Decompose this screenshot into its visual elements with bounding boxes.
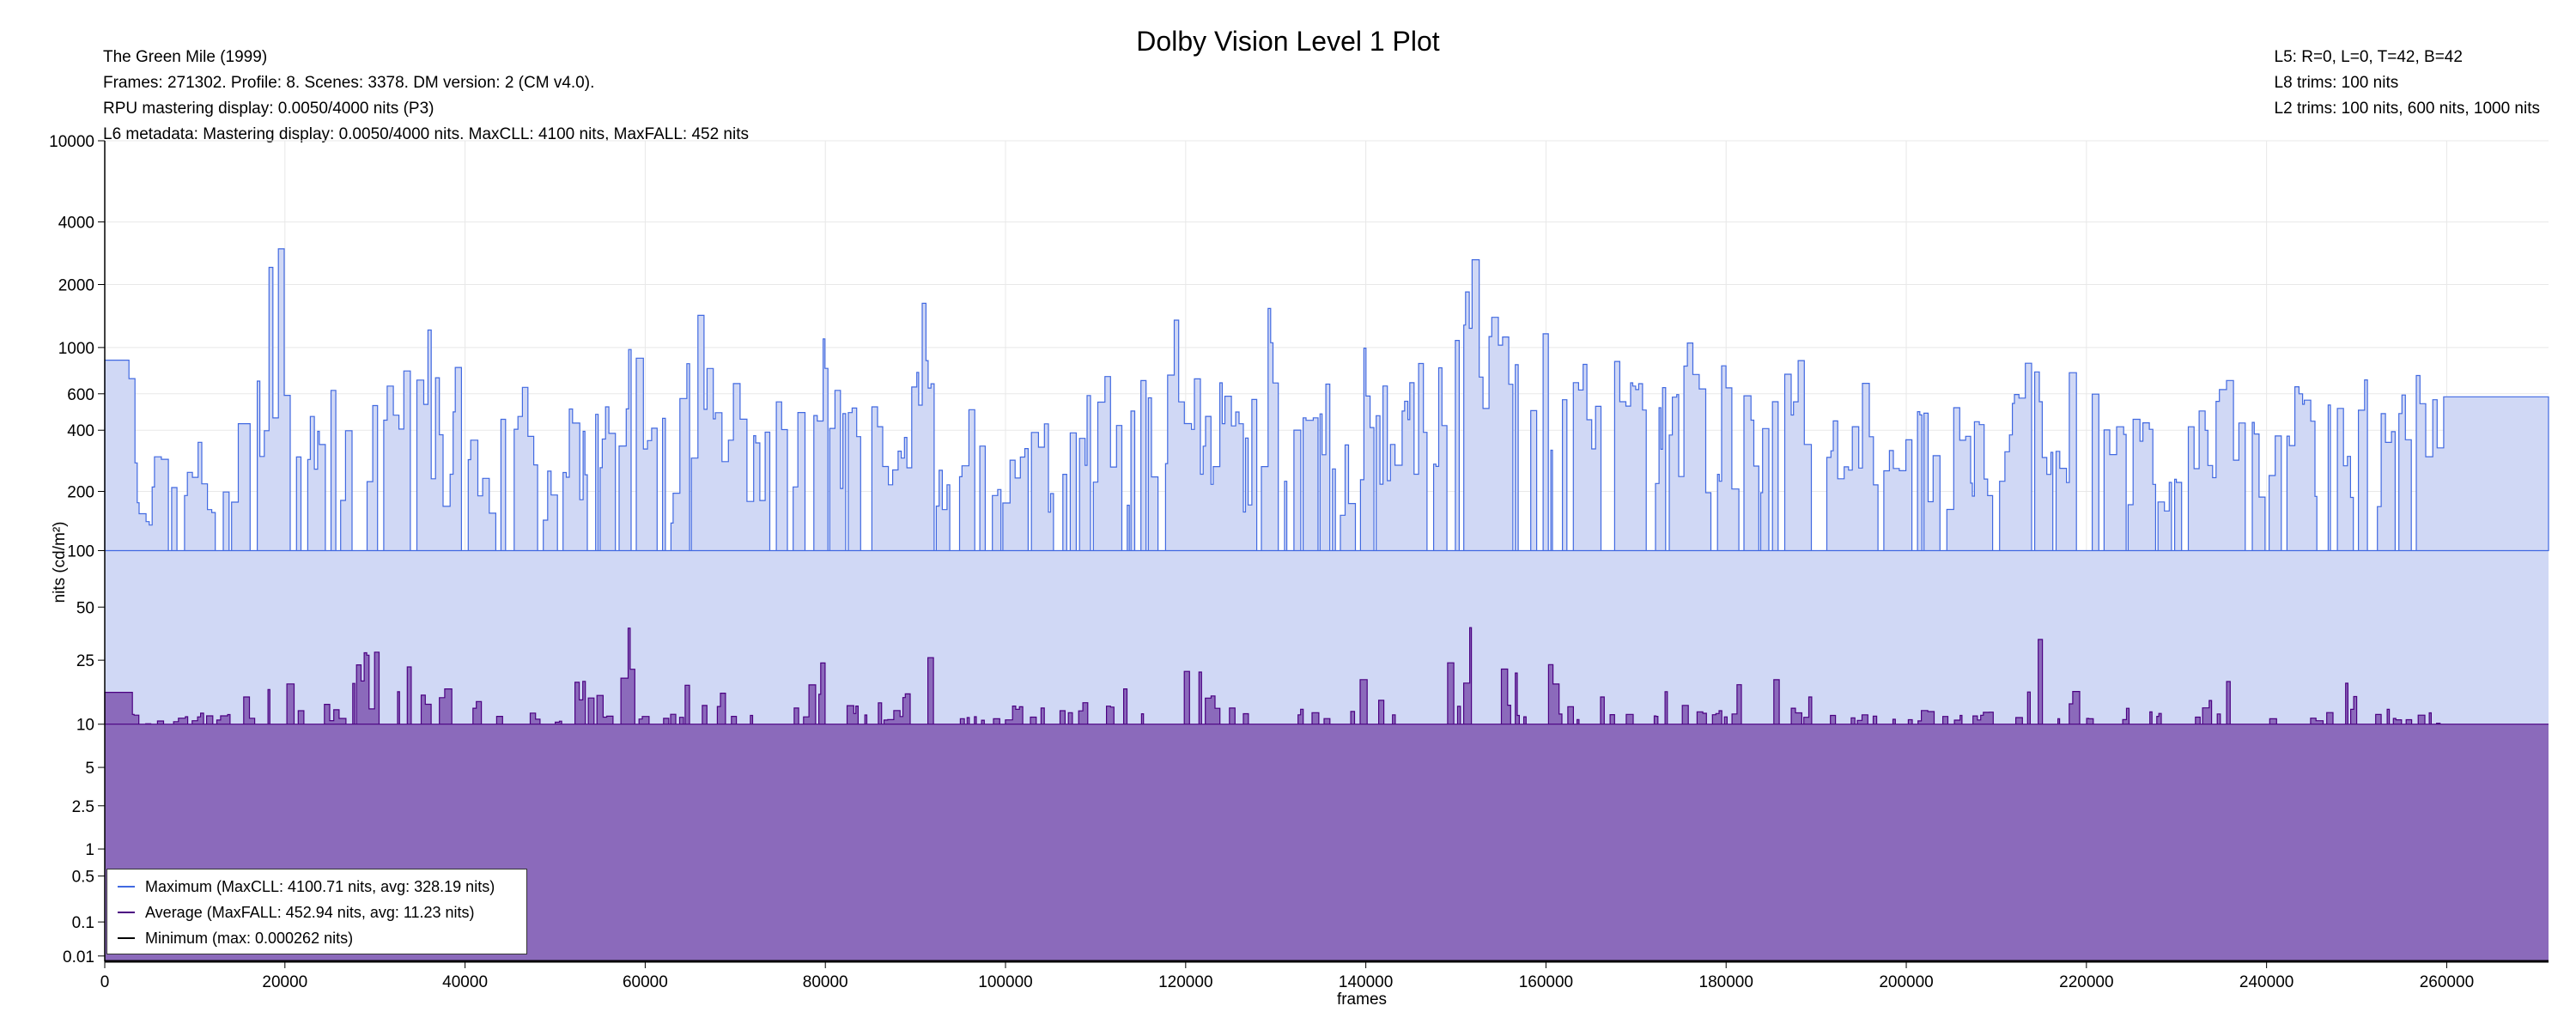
y-tick-label: 600 bbox=[67, 386, 94, 404]
info-l2-line: L2 trims: 100 nits, 600 nits, 1000 nits bbox=[2274, 100, 2540, 118]
info-movie-title: The Green Mile (1999) bbox=[103, 48, 268, 66]
axes-layer bbox=[104, 141, 2549, 962]
y-tick-label: 4000 bbox=[58, 215, 94, 233]
series-fill-average bbox=[105, 627, 2549, 961]
x-tick-label: 200000 bbox=[1879, 973, 1933, 991]
x-tick-label: 240000 bbox=[2239, 973, 2293, 991]
y-tick-label: 2.5 bbox=[72, 798, 94, 816]
info-l5-line: L5: R=0, L=0, T=42, B=42 bbox=[2274, 48, 2463, 66]
y-tick-label: 2000 bbox=[58, 277, 94, 295]
y-tick-label: 0.5 bbox=[72, 869, 94, 887]
legend-label-average: Average (MaxFALL: 452.94 nits, avg: 11.2… bbox=[145, 903, 475, 921]
y-tick-label: 0.1 bbox=[72, 914, 94, 932]
x-tick-label: 120000 bbox=[1158, 973, 1212, 991]
series-layer bbox=[104, 248, 2549, 963]
x-tick-label: 20000 bbox=[262, 973, 307, 991]
x-tick-label: 0 bbox=[100, 973, 110, 991]
y-tick-label: 0.01 bbox=[63, 948, 94, 966]
x-tick-label: 160000 bbox=[1519, 973, 1573, 991]
x-tick-label: 140000 bbox=[1339, 973, 1393, 991]
info-l6-line: L6 metadata: Mastering display: 0.0050/4… bbox=[103, 125, 749, 143]
y-axis-label: nits (cd/m²) bbox=[51, 521, 69, 603]
x-tick-label: 220000 bbox=[2059, 973, 2113, 991]
x-tick-label: 260000 bbox=[2420, 973, 2474, 991]
legend-label-minimum: Minimum (max: 0.000262 nits) bbox=[145, 929, 354, 947]
legend-swatch-maximum bbox=[118, 886, 135, 888]
info-rpu-line: RPU mastering display: 0.0050/4000 nits … bbox=[103, 100, 434, 118]
y-tick-label: 25 bbox=[76, 652, 94, 670]
x-tick-label: 100000 bbox=[978, 973, 1032, 991]
x-tick-label: 60000 bbox=[623, 973, 668, 991]
x-axis-label: frames bbox=[1336, 991, 1388, 1009]
legend-label-maximum: Maximum (MaxCLL: 4100.71 nits, avg: 328.… bbox=[145, 877, 495, 895]
y-tick-label: 1000 bbox=[58, 340, 94, 358]
legend-swatch-average bbox=[118, 912, 135, 913]
y-tick-label: 200 bbox=[67, 484, 94, 502]
legend-item-maximum: Maximum (MaxCLL: 4100.71 nits, avg: 328.… bbox=[118, 875, 495, 899]
x-tick-label: 80000 bbox=[803, 973, 848, 991]
tick-layer: 0 20000 40000 60000 80000 100000 120000 140000 1… bbox=[49, 133, 2474, 991]
y-tick-label: 5 bbox=[85, 760, 94, 778]
x-tick-label: 40000 bbox=[442, 973, 488, 991]
y-tick-label: 100 bbox=[67, 542, 94, 560]
info-l8-line: L8 trims: 100 nits bbox=[2274, 74, 2399, 92]
y-tick-label: 1 bbox=[85, 841, 94, 859]
info-left-block: The Green Mile (1999) Frames: 271302. Pr… bbox=[103, 45, 749, 148]
y-tick-label: 10 bbox=[76, 717, 94, 735]
chart-title: Dolby Vision Level 1 Plot bbox=[1136, 26, 1440, 57]
series-line-average bbox=[104, 627, 2549, 725]
info-frames-line: Frames: 271302. Profile: 8. Scenes: 3378… bbox=[103, 74, 595, 92]
x-tick-label: 180000 bbox=[1699, 973, 1753, 991]
legend-swatch-minimum bbox=[118, 937, 135, 939]
y-tick-label: 400 bbox=[67, 422, 94, 440]
legend-item-minimum: Minimum (max: 0.000262 nits) bbox=[118, 926, 353, 950]
y-tick-label: 50 bbox=[76, 599, 94, 617]
legend-item-average: Average (MaxFALL: 452.94 nits, avg: 11.2… bbox=[118, 900, 475, 924]
legend: Maximum (MaxCLL: 4100.71 nits, avg: 328.… bbox=[106, 869, 527, 954]
series-line-maximum bbox=[104, 248, 2549, 552]
y-tick-label: 10000 bbox=[49, 133, 94, 151]
info-right-block: L5: R=0, L=0, T=42, B=42 L8 trims: 100 n… bbox=[2275, 45, 2540, 122]
